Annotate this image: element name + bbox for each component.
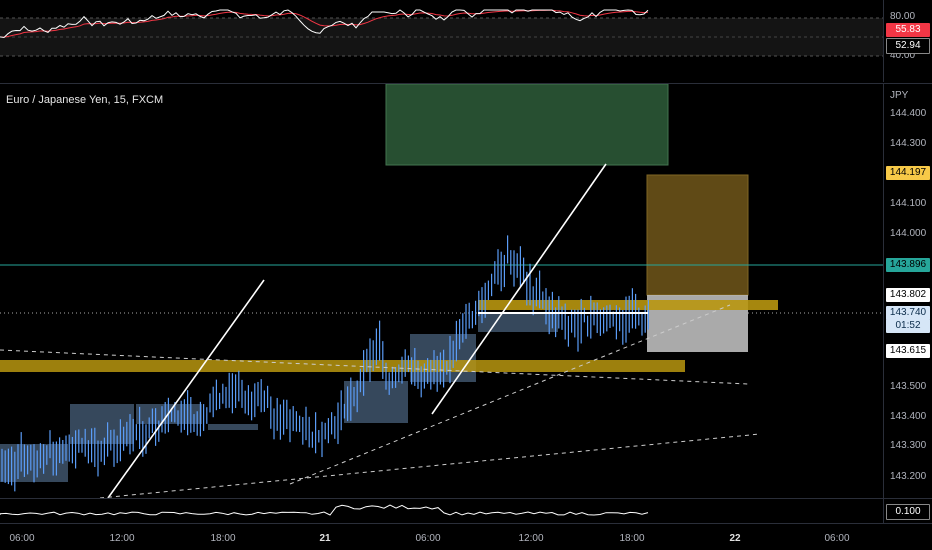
price-tick: 143.300 bbox=[890, 440, 927, 451]
time-tick: 12:00 bbox=[109, 533, 135, 544]
order-block-box bbox=[478, 312, 558, 332]
price-chart bbox=[0, 84, 883, 498]
order-block-box bbox=[344, 381, 408, 423]
entry-level-tag: 143.802 bbox=[886, 288, 930, 302]
order-block-box bbox=[70, 404, 134, 444]
gold-support-band bbox=[0, 360, 685, 372]
symbol-title[interactable]: Euro / Japanese Yen, 15, FXCM bbox=[6, 94, 164, 106]
day-tick: 22 bbox=[729, 533, 741, 544]
dashed-trend-line bbox=[289, 304, 731, 485]
dashed-trend-line bbox=[99, 433, 761, 498]
time-tick: 12:00 bbox=[518, 533, 544, 544]
rsi-chart bbox=[0, 9, 883, 57]
trendline bbox=[107, 279, 265, 498]
rsi-tick-40: 40.00 bbox=[890, 50, 916, 61]
time-tick: 06:00 bbox=[9, 533, 35, 544]
price-tick: 144.100 bbox=[890, 198, 927, 209]
rsi-ma-value-tag: 55.83 bbox=[886, 23, 930, 37]
stop-level-tag: 144.197 bbox=[886, 166, 930, 180]
price-tick: 143.400 bbox=[890, 411, 927, 422]
price-tick: 143.200 bbox=[890, 471, 927, 482]
time-axis-border bbox=[0, 523, 932, 524]
rsi-tick-80: 80.00 bbox=[890, 11, 916, 22]
trendline bbox=[431, 163, 607, 415]
order-block-box bbox=[208, 424, 258, 430]
rsi-value-tag: 52.94 bbox=[886, 38, 930, 54]
rsi-pane[interactable] bbox=[0, 0, 883, 82]
price-axis[interactable]: JPY 144.400 144.300 144.100 144.000 143.… bbox=[883, 84, 932, 498]
target-zone bbox=[385, 84, 669, 166]
currency-label: JPY bbox=[890, 90, 909, 101]
price-tick: 144.000 bbox=[890, 228, 927, 239]
price-tick: 144.300 bbox=[890, 138, 927, 149]
time-tick: 06:00 bbox=[824, 533, 850, 544]
price-tick: 143.500 bbox=[890, 381, 927, 392]
indicator-axis[interactable]: 0.100 bbox=[883, 499, 932, 523]
pane-separator[interactable] bbox=[0, 498, 932, 499]
last-price-tag: 143.740 bbox=[886, 306, 930, 320]
indicator-pane[interactable] bbox=[0, 499, 883, 523]
bar-countdown-tag: 01:52 bbox=[886, 319, 930, 333]
indicator-line bbox=[0, 504, 649, 516]
price-pane[interactable] bbox=[0, 84, 883, 498]
stop-zone bbox=[646, 174, 749, 296]
time-tick: 06:00 bbox=[415, 533, 441, 544]
day-tick: 21 bbox=[319, 533, 331, 544]
time-tick: 18:00 bbox=[619, 533, 645, 544]
gold-resistance-band bbox=[478, 300, 778, 310]
rsi-axis[interactable]: 80.00 40.00 55.83 52.94 bbox=[883, 0, 932, 82]
time-tick: 18:00 bbox=[210, 533, 236, 544]
price-tick: 144.400 bbox=[890, 108, 927, 119]
rsi-line bbox=[0, 9, 649, 39]
teal-level-tag: 143.896 bbox=[886, 258, 930, 272]
indicator-value-tag: 0.100 bbox=[886, 504, 930, 520]
indicator-chart bbox=[0, 504, 649, 516]
target-level-tag: 143.615 bbox=[886, 344, 930, 358]
